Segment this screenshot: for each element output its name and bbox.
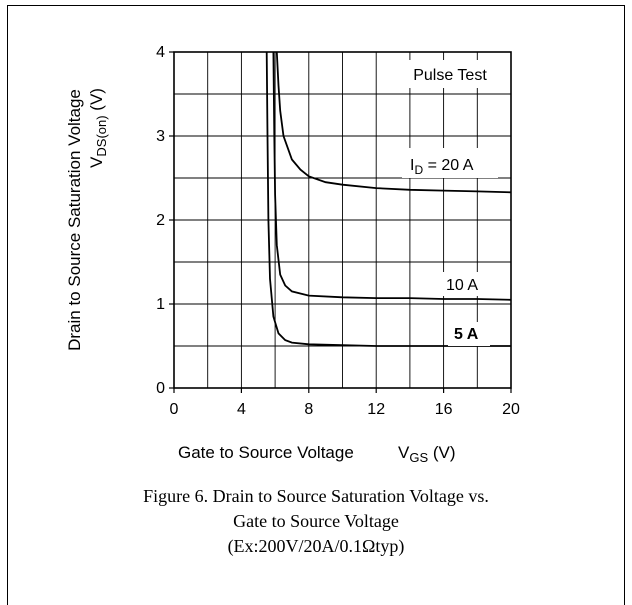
y-tick-label: 4: [156, 44, 165, 61]
y-tick-label: 3: [156, 128, 165, 145]
annotation-background: [396, 60, 504, 88]
series-label-2: 5 A: [454, 326, 479, 343]
y-tick-label: 0: [156, 380, 165, 397]
x-tick-label: 8: [304, 401, 313, 418]
series-label-background: [402, 148, 498, 178]
series-label-background: [440, 272, 498, 296]
series-line-1: [272, 51, 512, 301]
series-line-2: [265, 51, 511, 347]
series-label-0: ID = 20 A: [410, 157, 474, 177]
series-label-background: [448, 322, 490, 346]
y-axis-title: Drain to Source Saturation Voltage: [65, 89, 84, 351]
x-tick-label: 16: [435, 401, 453, 418]
figure-frame: [7, 5, 625, 605]
x-tick-label: 4: [237, 401, 246, 418]
caption-line-2: Gate to Source Voltage: [233, 511, 399, 531]
x-tick-label: 20: [502, 401, 520, 418]
annotation-pulse-test: Pulse Test: [413, 67, 487, 84]
caption-line-1: Figure 6. Drain to Source Saturation Vol…: [143, 486, 489, 506]
x-tick-label: 12: [367, 401, 385, 418]
y-tick-label: 2: [156, 212, 165, 229]
y-axis-symbol: VDS(on) (V): [87, 88, 109, 168]
series-label-1: 10 A: [446, 277, 478, 294]
x-tick-label: 0: [170, 401, 179, 418]
caption-line-3: (Ex:200V/20A/0.1Ωtyp): [227, 536, 405, 556]
y-tick-label: 1: [156, 296, 165, 313]
x-axis-title: Gate to Source Voltage: [178, 443, 354, 462]
x-axis-symbol: VGS (V): [398, 443, 456, 465]
series-line-0: [275, 51, 512, 194]
